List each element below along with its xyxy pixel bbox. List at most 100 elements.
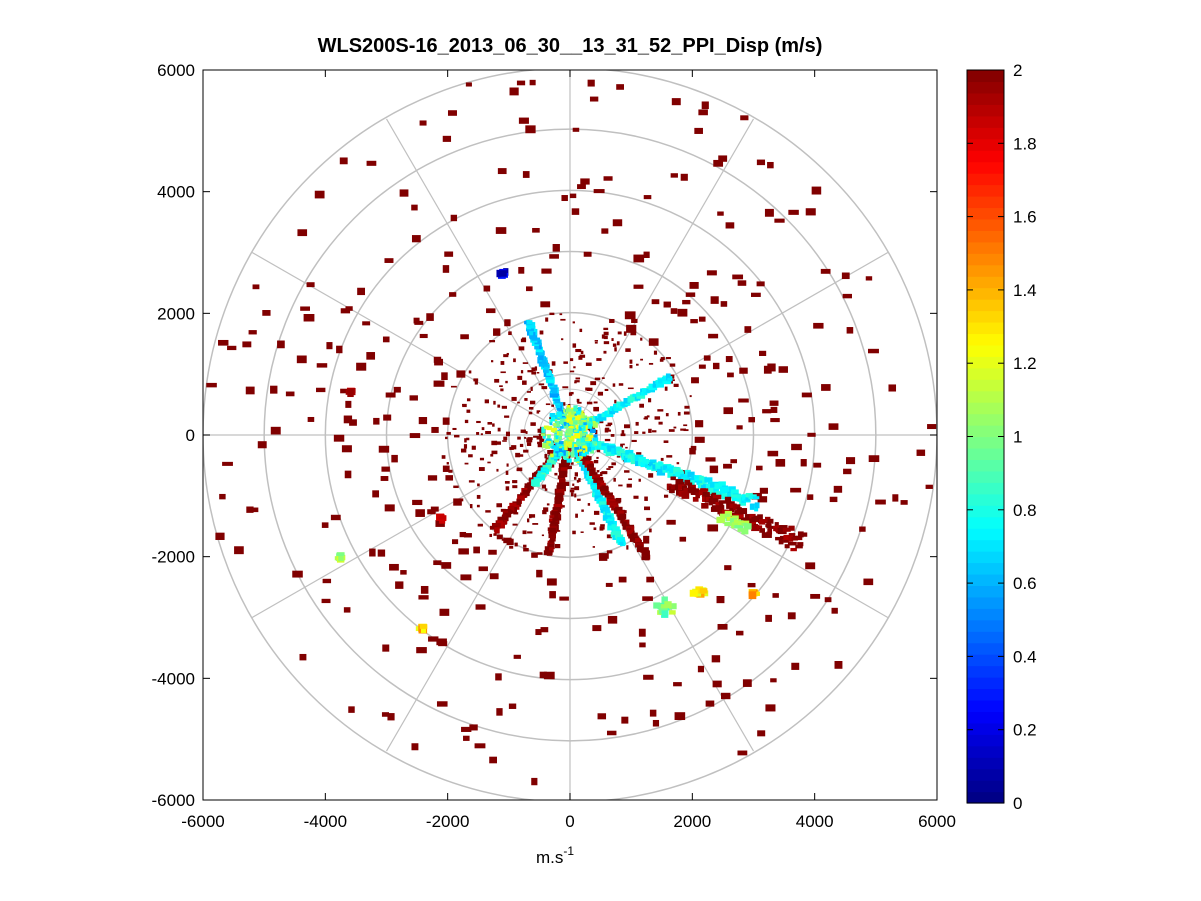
gate-mark — [270, 385, 278, 394]
gate-mark — [698, 364, 706, 369]
gate-mark-near — [479, 457, 485, 461]
gate-mark-near — [496, 441, 501, 445]
beam-mark — [588, 478, 596, 484]
gate-mark — [384, 258, 394, 263]
gate-mark — [690, 319, 698, 324]
gate-mark — [344, 470, 352, 479]
gate-mark — [552, 244, 560, 252]
gate-mark-near — [614, 399, 617, 404]
gate-mark-near — [683, 411, 690, 415]
beam-mark — [683, 487, 692, 494]
beam-mark — [675, 471, 684, 477]
gate-mark — [751, 292, 761, 297]
beam-mark — [698, 475, 704, 481]
gate-mark — [691, 377, 699, 384]
gate-mark — [805, 562, 816, 570]
center-mark — [558, 452, 564, 457]
cluster-mark — [658, 606, 668, 614]
polar-ring — [263, 128, 877, 742]
x-axis-label-text: m.s — [536, 848, 563, 867]
gate-mark — [380, 476, 389, 481]
gate-mark — [748, 417, 756, 423]
gate-mark-near — [560, 318, 566, 321]
gate-mark — [449, 292, 457, 297]
gate-mark — [409, 433, 421, 439]
colorbar-band — [967, 745, 1004, 758]
gate-mark — [489, 756, 497, 764]
beam-mark — [652, 464, 658, 470]
beam-mark — [678, 484, 685, 490]
x-tick-label: -4000 — [304, 812, 347, 831]
gate-mark — [416, 647, 427, 654]
gate-mark-near — [505, 380, 508, 384]
gate-mark-near — [611, 462, 616, 466]
y-tick-label: 4000 — [157, 183, 195, 202]
beam-mark — [661, 377, 669, 382]
gate-mark-near — [464, 438, 467, 443]
gate-mark-near — [500, 508, 506, 512]
center-mark — [574, 447, 580, 450]
beam-mark — [558, 409, 564, 413]
center-mark — [585, 446, 592, 452]
beam-mark — [646, 459, 652, 464]
gate-mark-near — [578, 478, 581, 482]
gate-mark-near — [554, 543, 561, 549]
gate-mark-near — [528, 411, 533, 415]
cluster-mark — [420, 625, 426, 633]
gate-mark-near — [491, 450, 498, 455]
colorbar-band — [967, 505, 1004, 518]
gate-mark-near — [476, 504, 480, 508]
center-mark — [556, 431, 560, 436]
gate-mark — [369, 548, 376, 557]
gate-mark-near — [620, 433, 626, 437]
gate-mark-near — [473, 378, 479, 382]
gate-mark-near — [453, 485, 459, 489]
beam-mark — [693, 475, 702, 479]
gate-mark — [460, 574, 472, 581]
gate-mark — [708, 333, 719, 339]
colorbar-tick-label: 0 — [1013, 794, 1022, 813]
gate-mark — [721, 692, 731, 700]
colorbar-band — [967, 619, 1004, 632]
beam-mark — [741, 528, 749, 535]
gate-mark — [787, 612, 796, 620]
gate-mark-near — [539, 428, 543, 433]
colorbar-band — [967, 459, 1004, 472]
gate-mark-near — [633, 495, 639, 499]
colorbar: 0 0.2 0.4 0.6 0.8 1 1.2 1.4 1.6 1.8 2 — [966, 61, 1037, 813]
gate-mark — [488, 549, 497, 555]
gate-mark — [381, 712, 390, 717]
beam-mark — [617, 510, 624, 517]
gate-mark-near — [606, 550, 613, 554]
gate-mark-near — [608, 466, 614, 469]
colorbar-band — [967, 104, 1004, 117]
beam-mark — [554, 513, 559, 521]
cluster-mark — [748, 591, 757, 600]
gate-mark — [436, 701, 448, 707]
gate-mark-near — [594, 340, 599, 342]
colorbar-tick-label: 0.6 — [1013, 574, 1037, 593]
center-mark — [569, 433, 573, 438]
gate-mark-near — [561, 505, 565, 508]
gate-mark-near — [665, 357, 671, 360]
center-mark — [569, 439, 574, 442]
gate-mark — [307, 416, 315, 422]
gate-mark — [587, 79, 595, 87]
gate-mark-near — [644, 506, 651, 511]
gate-mark-near — [493, 533, 497, 536]
gate-mark — [807, 494, 814, 500]
gate-mark — [712, 680, 722, 688]
center-mark — [589, 417, 593, 422]
beam-mark — [658, 461, 663, 466]
gate-mark-near — [639, 403, 644, 408]
center-mark — [573, 444, 578, 448]
beam-mark — [579, 458, 584, 466]
gate-mark-near — [579, 354, 586, 358]
gate-mark — [395, 581, 404, 589]
gate-mark-near — [477, 523, 483, 527]
gate-mark-near — [600, 524, 605, 527]
gate-mark-near — [500, 388, 504, 392]
colorbar-tick-label: 0.2 — [1013, 721, 1037, 740]
gate-mark — [441, 562, 452, 569]
gate-mark-near — [603, 350, 607, 354]
